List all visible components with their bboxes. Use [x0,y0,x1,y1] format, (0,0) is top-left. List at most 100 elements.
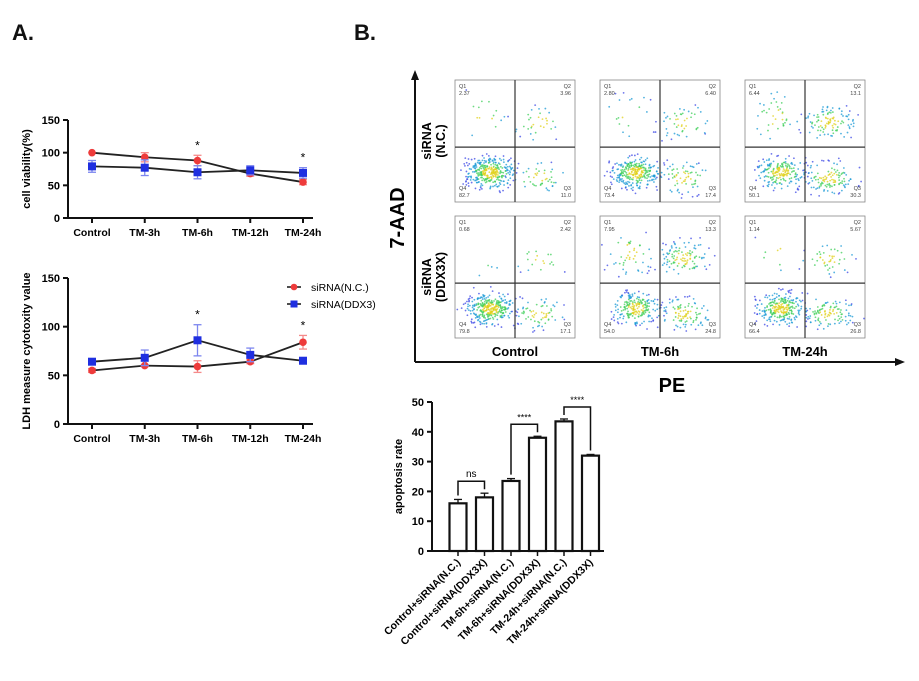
event-dot [784,298,787,301]
event-dot [635,304,638,307]
event-dot [670,245,673,247]
event-dot [521,312,523,314]
event-dot [541,182,544,185]
event-dot [640,179,643,182]
event-dot [832,302,835,305]
event-dot [550,127,553,130]
event-dot [689,316,692,319]
event-dot [669,189,672,192]
event-dot [689,254,692,257]
event-dot [816,113,819,116]
event-dot [480,304,482,307]
event-dot [511,310,513,313]
event-dot [642,261,644,264]
event-dot [562,171,564,174]
quadrant-name: Q1 [459,220,466,226]
y-tick-label: 150 [42,273,60,285]
event-dot [820,120,823,123]
y-tick-label: 150 [42,115,60,127]
event-dot [778,298,780,301]
event-dot [779,108,782,110]
event-dot [467,158,470,160]
event-dot [492,318,495,320]
event-dot [831,124,834,127]
event-dot [649,166,652,169]
event-dot [474,326,477,329]
event-dot [639,324,641,327]
event-dot [682,315,684,318]
event-dot [622,181,624,183]
event-dot [772,178,775,181]
event-dot [838,322,841,325]
event-dot [838,308,840,310]
event-dot [683,108,686,111]
event-dot [833,184,836,186]
event-dot [774,174,776,177]
event-dot [469,179,472,181]
event-dot [673,307,676,310]
event-dot [532,316,535,318]
event-dot [672,257,675,260]
event-dot [507,160,509,163]
event-dot [540,311,543,314]
event-dot [798,268,801,270]
event-dot [823,316,826,319]
event-dot [528,118,530,121]
event-dot [472,105,475,108]
event-dot [842,167,845,169]
event-dot [832,179,835,181]
event-dot [692,321,695,324]
event-dot [642,169,645,172]
event-dot [772,181,774,184]
event-dot [468,300,470,303]
event-dot [839,160,842,162]
event-dot [633,292,636,295]
event-dot [631,178,634,181]
event-dot [492,308,495,311]
event-dot [819,134,822,137]
event-dot [682,257,684,260]
event-dot [506,169,509,172]
event-dot [684,306,687,309]
event-dot [850,123,853,126]
event-dot [784,164,787,167]
event-dot [618,173,621,176]
event-dot [649,266,652,269]
event-dot [699,322,702,325]
event-dot [763,256,765,259]
event-dot [530,125,533,128]
event-dot [683,171,685,174]
event-dot [630,299,633,302]
event-dot [610,183,613,186]
event-dot [647,308,650,311]
event-dot [640,170,643,173]
significance-bracket [563,406,592,451]
event-dot [481,187,483,190]
event-dot [625,300,628,303]
event-dot [770,315,772,318]
event-dot [488,317,490,320]
event-dot [713,254,716,257]
event-dot [633,313,635,315]
event-dot [828,267,831,270]
quadrant-value: 2.42 [560,227,571,233]
event-dot [758,174,760,177]
event-dot [677,317,680,319]
event-dot [535,184,537,187]
event-dot [610,310,613,313]
event-dot [767,167,770,170]
event-dot [675,126,678,128]
event-dot [843,172,846,174]
event-dot [683,265,686,268]
event-dot [851,321,854,324]
quadrant-name: Q2 [709,84,716,90]
event-dot [478,292,480,295]
event-dot [838,317,841,320]
event-dot [818,186,821,189]
event-dot [483,157,485,159]
significance-bracket [510,423,539,475]
event-dot [500,175,503,178]
event-dot [821,259,824,261]
event-dot [644,303,647,306]
event-dot [767,124,770,126]
